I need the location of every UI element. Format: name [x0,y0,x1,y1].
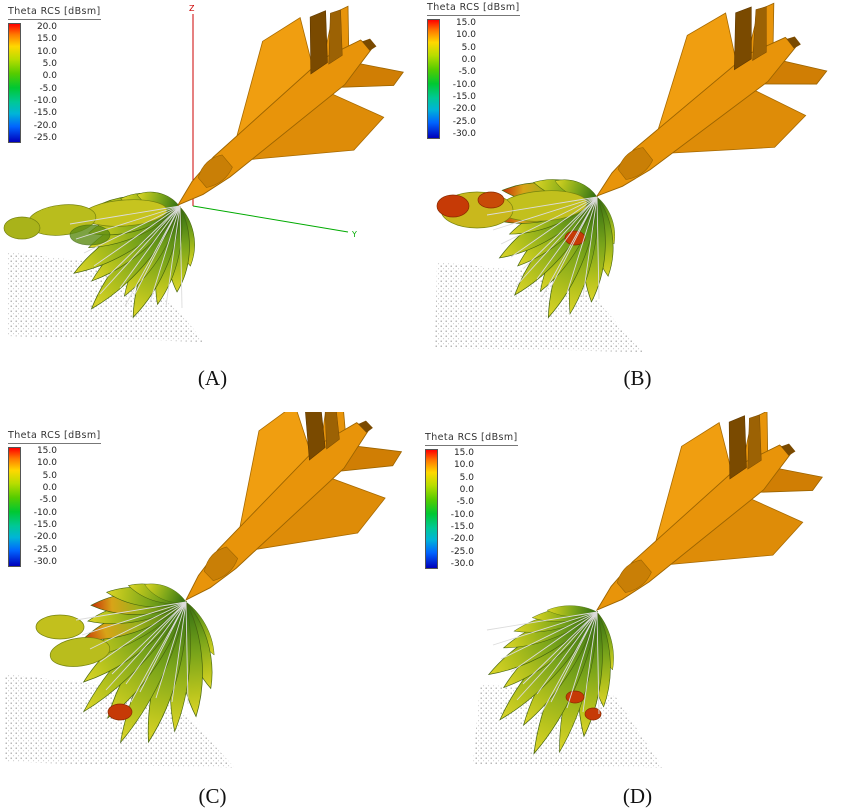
ground-dots [5,674,235,768]
colorbar-tick: -30.0 [33,556,57,567]
colorbar-tick: 15.0 [455,18,476,28]
colorbar-tick: -20.0 [33,120,57,131]
rcs-lobes [3,186,200,323]
colorbar-tick: 5.0 [459,472,474,483]
colorbar-tick: -5.0 [39,495,57,506]
colorbar-tick: 5.0 [42,58,57,69]
colorbar-tick: -15.0 [33,108,57,119]
colorbar-gradient [8,447,21,567]
panel-caption: (B) [623,366,652,390]
colorbar-gradient [425,449,438,569]
colorbar-tick: 10.0 [36,46,57,57]
colorbar-tick: 10.0 [455,30,476,41]
ground-dots [435,262,643,352]
colorbar: Theta RCS [dBsm] 20.0 15.0 10.0 5.0 0.0 … [8,6,101,143]
panel-b: Theta RCS [dBsm] 15.0 10.0 5.0 0.0 -5.0 … [425,0,850,391]
colorbar-tick: -25.0 [33,132,57,143]
colorbar-tick: 15.0 [36,34,57,45]
colorbar: Theta RCS [dBsm] 15.0 10.0 5.0 0.0 -5.0 … [8,430,101,567]
colorbar-title: Theta RCS [dBsm] [8,430,101,444]
rcs-lobes [35,577,221,748]
panel-caption: (C) [198,784,227,808]
colorbar-tick: 0.0 [42,71,57,82]
colorbar-title: Theta RCS [dBsm] [8,6,101,20]
colorbar-tick: -25.0 [450,546,474,557]
colorbar-ticks: 15.0 10.0 5.0 0.0 -5.0 -10.0 -15.0 -20.0… [25,447,57,567]
colorbar-tick: 10.0 [36,458,57,469]
colorbar-ticks: 20.0 15.0 10.0 5.0 0.0 -5.0 -10.0 -15.0 … [25,23,57,143]
colorbar-gradient [8,23,21,143]
axis-z-label: Z [189,4,195,13]
colorbar: Theta RCS [dBsm] 15.0 10.0 5.0 0.0 -5.0 … [425,432,518,569]
panel-a-plot: Z Y [3,0,422,342]
axes: Z Y [189,4,357,239]
colorbar-tick: 5.0 [42,470,57,481]
panel-c: Theta RCS [dBsm] 15.0 10.0 5.0 0.0 -5.0 … [0,412,425,809]
panel-caption: (A) [197,366,228,390]
colorbar-tick: -10.0 [450,509,474,520]
panel-d: Theta RCS [dBsm] 15.0 10.0 5.0 0.0 -5.0 … [425,412,850,809]
colorbar-tick: -15.0 [33,519,57,530]
colorbar-gradient [427,19,440,139]
colorbar-tick: -30.0 [450,558,474,569]
panel-a: Theta RCS [dBsm] 20.0 15.0 10.0 5.0 0.0 … [0,0,425,391]
colorbar-tick: 0.0 [461,54,476,65]
colorbar-tick: 0.0 [459,484,474,495]
colorbar-tick: -25.0 [452,116,476,127]
colorbar-tick: -15.0 [452,91,476,102]
colorbar-tick: -10.0 [452,79,476,90]
panel-b-plot [435,0,845,352]
colorbar-tick: -5.0 [39,83,57,94]
colorbar-tick: -25.0 [33,544,57,555]
colorbar-tick: -30.0 [452,128,476,139]
colorbar-tick: 10.0 [453,460,474,471]
colorbar-tick: -10.0 [33,507,57,518]
colorbar-tick: -10.0 [33,95,57,106]
colorbar-tick: 0.0 [42,482,57,493]
colorbar-tick: 15.0 [453,448,474,458]
colorbar-tick: 15.0 [36,446,57,456]
colorbar-tick: -20.0 [452,104,476,115]
colorbar: Theta RCS [dBsm] 15.0 10.0 5.0 0.0 -5.0 … [427,2,520,139]
panel-caption: (D) [622,784,653,808]
rcs-lobes [482,601,620,759]
colorbar-tick: -15.0 [450,521,474,532]
colorbar-title: Theta RCS [dBsm] [427,2,520,16]
colorbar-tick: 20.0 [36,22,57,32]
colorbar-tick: -5.0 [458,67,476,78]
colorbar-ticks: 15.0 10.0 5.0 0.0 -5.0 -10.0 -15.0 -20.0… [444,19,476,139]
colorbar-tick: -20.0 [33,532,57,543]
panel-c-plot [5,412,422,768]
panel-d-plot [473,412,841,768]
colorbar-tick: -5.0 [456,497,474,508]
axis-y-label: Y [351,230,357,239]
colorbar-title: Theta RCS [dBsm] [425,432,518,446]
colorbar-tick: 5.0 [461,42,476,53]
colorbar-ticks: 15.0 10.0 5.0 0.0 -5.0 -10.0 -15.0 -20.0… [442,449,474,569]
colorbar-tick: -20.0 [450,534,474,545]
